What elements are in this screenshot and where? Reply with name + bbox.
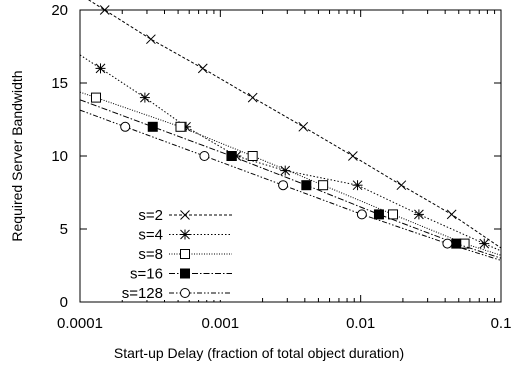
legend-entry-s-128: s=128 (122, 285, 232, 302)
series-s-2 (87, 0, 502, 249)
point-s-4-6 (352, 180, 363, 191)
y-tick-label-5: 5 (60, 221, 68, 238)
legend-entry-s-4: s=4 (138, 227, 232, 244)
point-s-8-2 (175, 121, 186, 132)
x-tick-label-0-1: 0.1 (491, 315, 512, 332)
y-tick-label-10: 10 (51, 148, 68, 165)
series-line-s-2 (87, 0, 502, 249)
y-tick-label-20: 20 (51, 2, 68, 19)
point-s-2-6 (348, 151, 358, 161)
y-tick-label-0: 0 (60, 294, 68, 311)
legend-entry-s-16: s=16 (130, 266, 232, 283)
point-s-2-8 (446, 209, 457, 220)
point-s-2-5 (298, 121, 309, 132)
point-s-128-3 (278, 180, 289, 191)
point-s-128-1 (120, 121, 131, 132)
point-s-2-3 (197, 63, 208, 74)
legend-label-s-16: s=16 (130, 266, 163, 283)
point-s-2-2 (146, 34, 156, 45)
legend: s=2 s=4 s=8 s=16 s=128 (100, 204, 236, 302)
legend-label-s-2: s=2 (138, 207, 163, 224)
x-tick-label-0-01: 0.01 (346, 315, 375, 332)
legend-marker-s-8 (180, 249, 190, 259)
legend-marker-s-2 (180, 210, 190, 220)
point-s-4-7 (413, 209, 424, 220)
legend-marker-s-16 (180, 268, 190, 279)
legend-background (100, 204, 236, 300)
point-s-2-7 (396, 180, 407, 191)
legend-marker-s-128 (180, 288, 190, 298)
legend-entry-s-8: s=8 (138, 246, 232, 263)
x-tick-label-0-001: 0.001 (202, 315, 240, 332)
axis-ticks: 0.0001 0.001 0.01 0.1 0 5 10 15 20 (51, 2, 511, 332)
legend-label-s-8: s=8 (138, 246, 163, 263)
point-s-128-5 (442, 238, 453, 249)
point-s-16-3 (301, 180, 312, 191)
point-s-128-4 (356, 209, 367, 220)
point-s-16-2 (226, 151, 237, 161)
point-s-2-4 (247, 92, 258, 103)
legend-marker-s-4 (180, 229, 190, 240)
x-axis-title: Start-up Delay (fraction of total object… (114, 345, 404, 361)
data-marks (79, 0, 502, 261)
y-axis-title: Required Server Bandwidth (9, 70, 25, 241)
x-tick-label-0-0001: 0.0001 (57, 315, 103, 332)
point-s-16-1 (147, 121, 158, 132)
point-s-128-2 (199, 151, 210, 161)
point-s-8-4 (318, 180, 329, 191)
point-s-4-8 (479, 238, 490, 249)
point-s-4-2 (139, 92, 150, 103)
point-s-8-5 (388, 209, 399, 220)
point-s-4-1 (95, 63, 106, 74)
point-s-16-4 (373, 209, 384, 220)
point-s-8-3 (247, 151, 258, 161)
legend-label-s-4: s=4 (138, 227, 163, 244)
legend-label-s-128: s=128 (122, 285, 163, 302)
point-s-8-1 (90, 92, 101, 103)
series-s-128 (79, 109, 502, 261)
legend-entry-s-2: s=2 (138, 207, 232, 224)
y-tick-label-15: 15 (51, 75, 68, 92)
series-s-16 (79, 99, 502, 259)
